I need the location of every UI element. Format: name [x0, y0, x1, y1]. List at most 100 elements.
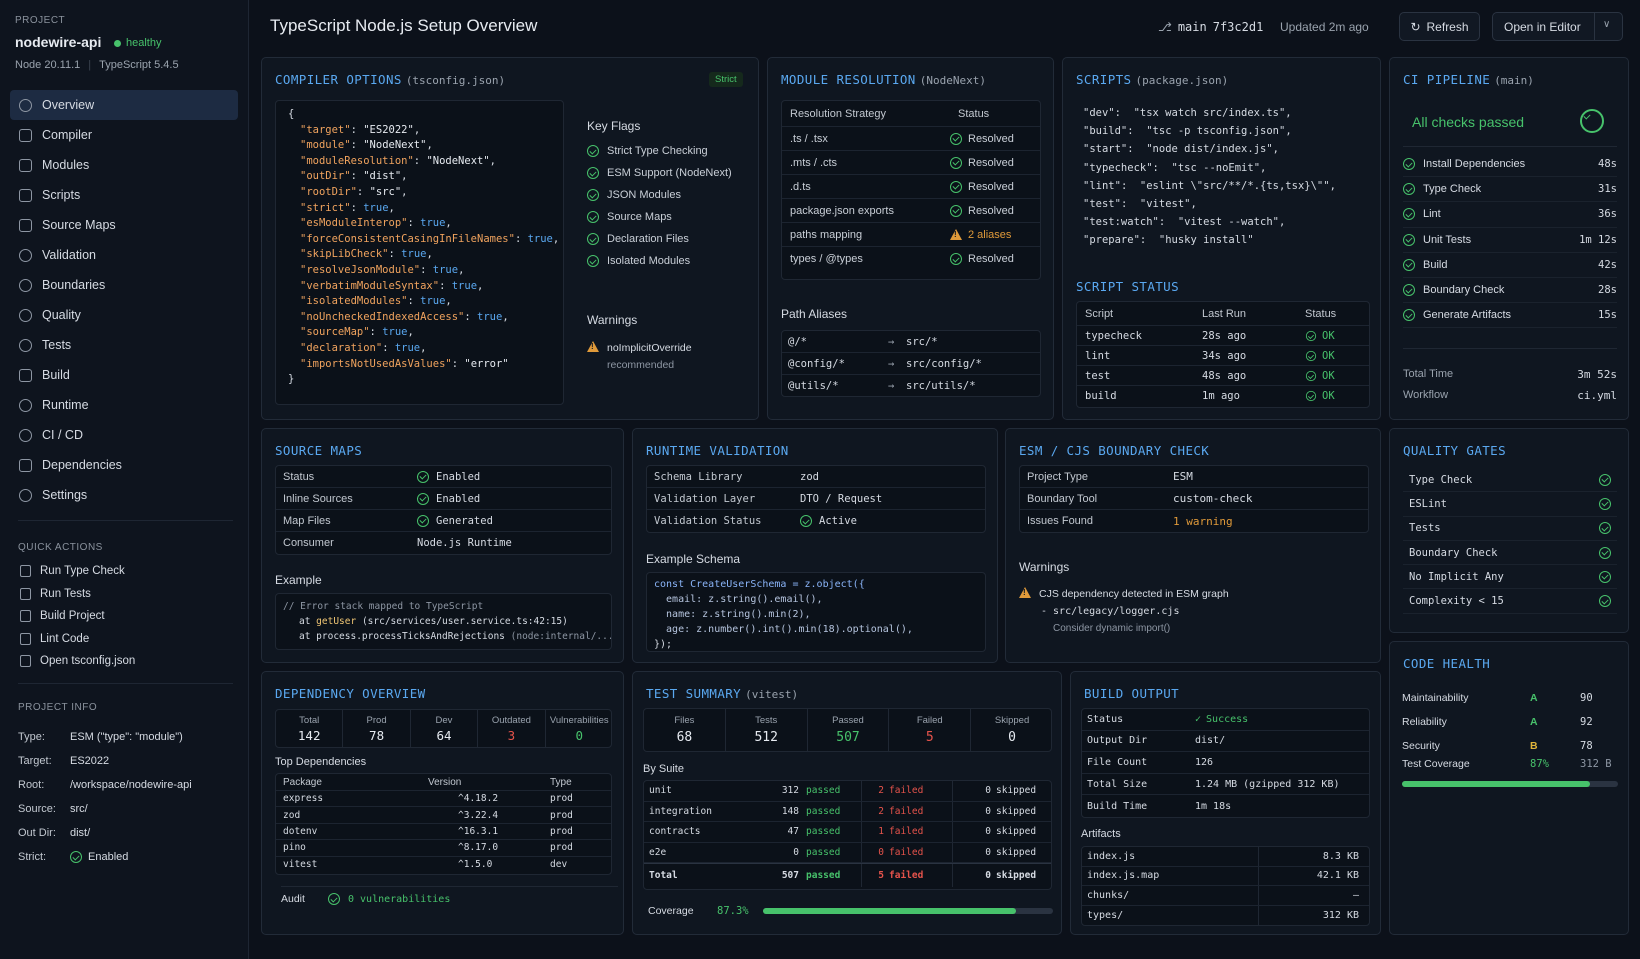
build-project-action[interactable]: Build Project — [20, 605, 240, 628]
boundary-warnings-title: Warnings — [1019, 560, 1070, 574]
compiler-lines: "target": "ES2022", "module": "NodeNext",… — [288, 123, 559, 373]
page-title: TypeScript Node.js Setup Overview — [270, 16, 538, 35]
divider — [1403, 348, 1617, 349]
source-map-row: Status Enabled — [276, 466, 611, 488]
compiler-option-line: "isolatedModules": true, — [300, 295, 452, 308]
warning-icon — [587, 341, 599, 352]
large-check-icon — [1580, 109, 1604, 133]
check-icon — [1403, 183, 1415, 196]
check-icon — [950, 253, 962, 265]
check-icon — [1305, 370, 1317, 381]
resolution-row: .ts / .tsx Resolved — [782, 127, 1040, 151]
table-row: Issues Found 1 warning — [1027, 514, 1233, 528]
check-icon — [1599, 570, 1611, 583]
script-line: "build": "tsc -p tsconfig.json", — [1083, 125, 1292, 138]
script-status-row: typecheck 28s ago OK — [1077, 326, 1369, 346]
nav-ci-cd[interactable]: CI / CD — [10, 420, 238, 450]
audit-row: Audit 0 vulnerabilities — [281, 893, 451, 905]
build-table: Status ✓ Success Output Dir dist/File Count 1… — [1081, 708, 1370, 818]
boundary-table: Project Type ESM Boundary Tool custom-chec… — [1019, 465, 1369, 533]
check-icon — [417, 470, 429, 483]
check-icon — [417, 514, 429, 527]
table-header: Resolution Strategy Status — [782, 101, 1040, 127]
sidebar-nav: Overview Compiler Modules Scripts Source… — [10, 90, 238, 510]
script-status-row: lint 34s ago OK — [1077, 346, 1369, 366]
compiler-icon — [19, 128, 32, 142]
run-type-check-action[interactable]: Run Type Check — [20, 560, 240, 583]
nav-validation[interactable]: Validation — [10, 240, 238, 270]
nav-compiler[interactable]: Compiler — [10, 120, 238, 150]
arrow-right-icon: → — [888, 380, 895, 392]
nav-runtime[interactable]: Runtime — [10, 390, 238, 420]
chevron-down-icon[interactable]: ∨ — [1603, 19, 1611, 30]
validation-icon — [19, 248, 32, 262]
compiler-options-card: COMPILER OPTIONS (tsconfig.json) Strict {… — [261, 57, 759, 420]
resolution-row: paths mapping2 aliases — [782, 223, 1040, 247]
ci-status: All checks passed — [1412, 114, 1525, 130]
file-icon — [20, 587, 31, 600]
runtime-icon — [19, 398, 32, 412]
check-icon — [1403, 284, 1415, 297]
ci-step: Boundary Check 28s — [1403, 278, 1617, 304]
card-title: BUILD OUTPUT — [1084, 686, 1180, 701]
suite-row: integration 148 passed 2 failed 0 skipped — [644, 801, 1051, 822]
open-tsconfig-action[interactable]: Open tsconfig.json — [20, 650, 240, 673]
card-title: SCRIPTS (package.json) — [1076, 72, 1229, 87]
check-icon — [1599, 546, 1611, 559]
nav-build[interactable]: Build — [10, 360, 238, 390]
schema-code: const CreateUserSchema = z.object({ emai… — [646, 572, 986, 652]
nav-quality[interactable]: Quality — [10, 300, 238, 330]
script-line: "lint": "eslint \"src/**/*.{ts,tsx}\"", — [1083, 179, 1336, 192]
info-row: Target: ES2022 — [18, 755, 110, 767]
compiler-option-line: "resolveJsonModule": true, — [300, 263, 465, 276]
suite-table: unit 312 passed 2 failed 0 skipped integration 1… — [643, 780, 1052, 890]
runtime-row: Schema Library zod — [647, 466, 985, 488]
script-line: "start": "node dist/index.js", — [1083, 143, 1279, 156]
build-row: Total Size 1.24 MB (gzipped 312 KB) — [1082, 774, 1369, 796]
quality-gates-card: QUALITY GATES Type Check ESLint Tests Bound… — [1389, 428, 1629, 633]
warnings-title: Warnings — [587, 313, 638, 327]
nav-source-maps[interactable]: Source Maps — [10, 210, 238, 240]
alias-row: @config/* → src/config/* — [782, 353, 1040, 375]
nav-dependencies[interactable]: Dependencies — [10, 450, 238, 480]
code-health-card: CODE HEALTH Maintainability A 90 Reliabilit… — [1389, 641, 1629, 935]
dependency-stat: Prod 78 — [343, 710, 411, 747]
by-suite-title: By Suite — [643, 763, 684, 775]
top-deps-table: Package Version Type express ^4.18.2 prod zod… — [275, 773, 612, 875]
refresh-button[interactable]: ↻ Refresh — [1399, 12, 1480, 41]
resolution-row: .d.ts Resolved — [782, 175, 1040, 199]
compiler-option-line: "target": "ES2022", — [300, 123, 421, 136]
nav-settings[interactable]: Settings — [10, 480, 238, 510]
nav-tests[interactable]: Tests — [10, 330, 238, 360]
check-icon — [950, 132, 962, 145]
version-separator: | — [88, 59, 92, 71]
run-tests-action[interactable]: Run Tests — [20, 583, 240, 606]
health-row: Maintainability A 90 — [1402, 692, 1593, 704]
source-map-row: Consumer Node.js Runtime — [283, 537, 512, 549]
artifacts-title: Artifacts — [1081, 828, 1121, 840]
lint-code-action[interactable]: Lint Code — [20, 628, 240, 651]
node-version: Node 20.11.1 — [15, 59, 81, 71]
nav-boundaries[interactable]: Boundaries — [10, 270, 238, 300]
tsconfig-code: { "target": "ES2022", "module": "NodeNext… — [275, 100, 564, 405]
check-icon — [1305, 350, 1317, 361]
nav-scripts[interactable]: Scripts — [10, 180, 238, 210]
script-status-row: test 48s ago OK — [1077, 366, 1369, 386]
resolution-row: package.json exports Resolved — [782, 199, 1040, 223]
quick-actions: Run Type Check Run Tests Build Project L… — [20, 560, 240, 673]
ci-pipeline-card: CI PIPELINE (main) All checks passed Inst… — [1389, 57, 1629, 420]
stack-trace-example: // Error stack mapped to TypeScript at g… — [275, 593, 612, 650]
total-time: Total Time 3m 52s — [1403, 368, 1617, 381]
nav-overview[interactable]: Overview — [10, 90, 238, 120]
info-row: Root:/workspace/nodewire-api — [18, 779, 192, 791]
arrow-right-icon: → — [888, 357, 895, 370]
test-stat: Failed 5 — [889, 709, 972, 751]
ci-step: Generate Artifacts 15s — [1403, 303, 1617, 329]
settings-icon — [19, 488, 32, 502]
nav-modules[interactable]: Modules — [10, 150, 238, 180]
test-stat: Files 68 — [644, 709, 726, 751]
open-editor-button[interactable]: Open in Editor ∨ — [1492, 12, 1623, 41]
compiler-option-line: "verbatimModuleSyntax": true, — [300, 279, 484, 292]
button-divider — [1594, 13, 1595, 40]
brace-open: { — [288, 108, 295, 120]
